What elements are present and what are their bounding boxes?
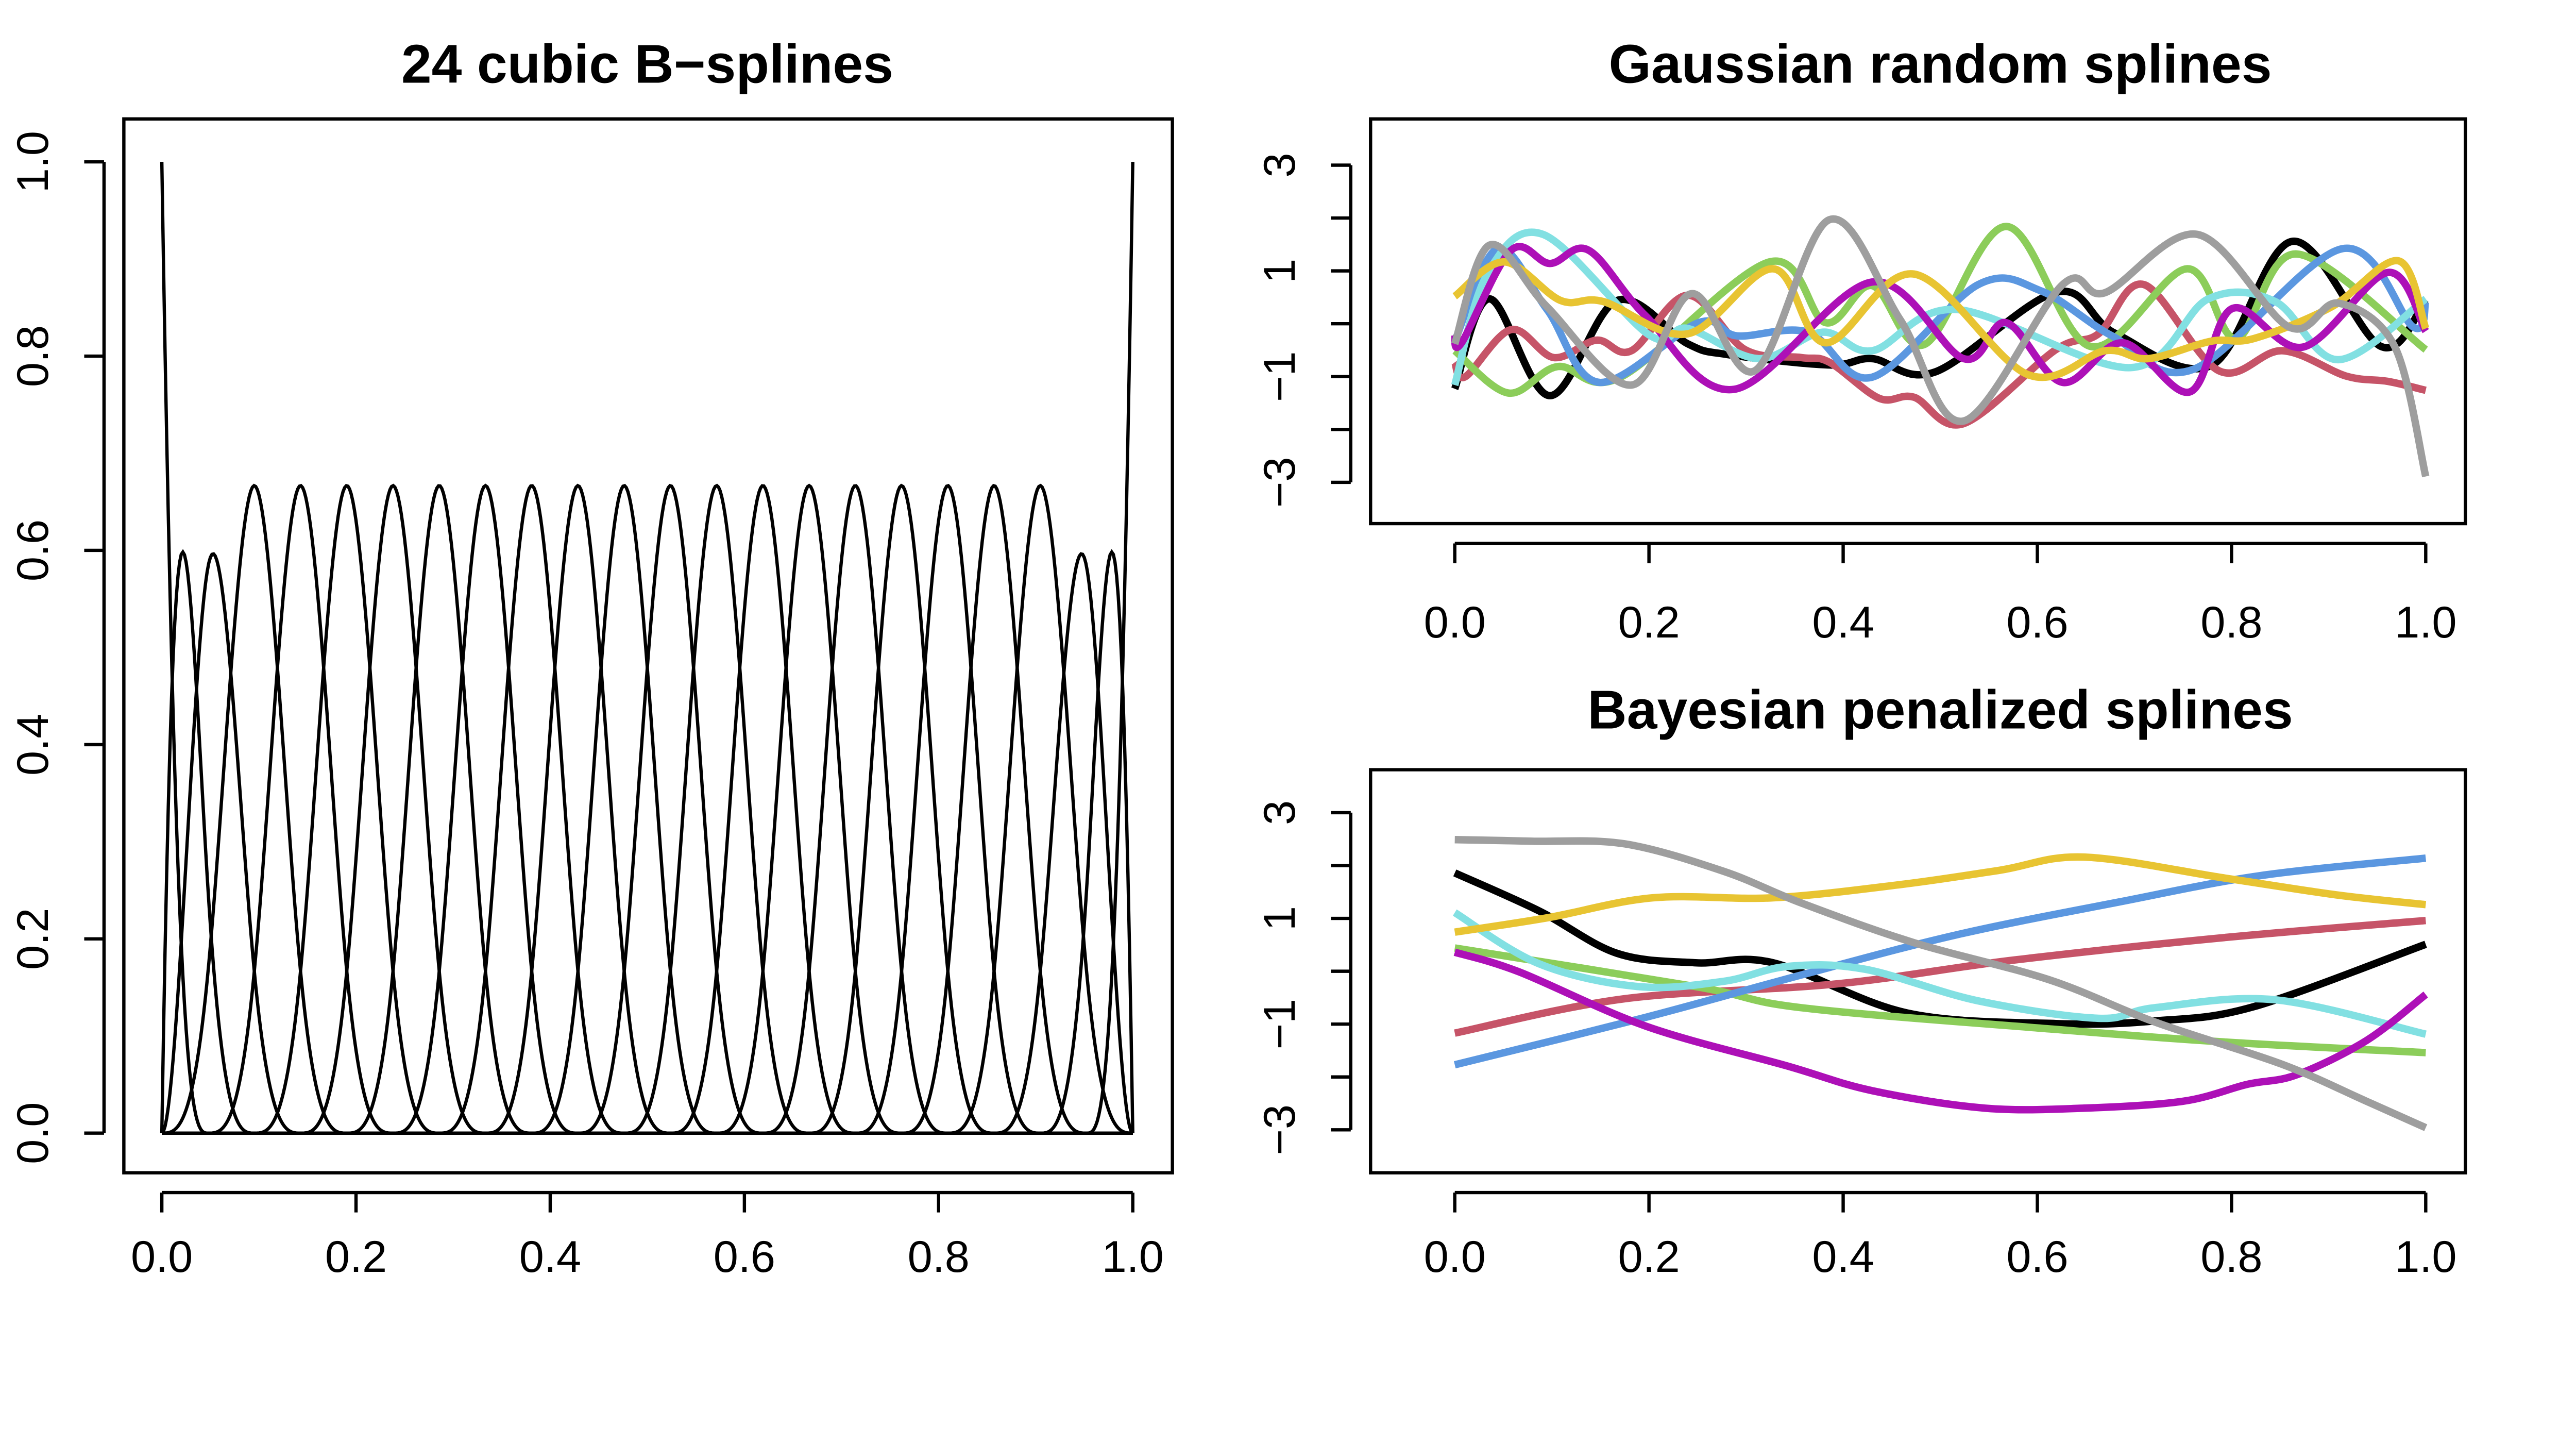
y-tick-label: 3 xyxy=(1255,153,1304,177)
y-tick-label: 0.0 xyxy=(8,1102,58,1164)
bspline-basis-curve xyxy=(162,162,1134,1135)
spline-curve-cyan xyxy=(1451,228,2428,387)
x-tick-label: 1.0 xyxy=(1102,1232,1164,1282)
gaussian-title: Gaussian random splines xyxy=(1609,33,2272,94)
x-tick-label: 0.2 xyxy=(325,1232,387,1282)
spline-curve-magenta xyxy=(1451,243,2429,396)
y-tick-label: 0.6 xyxy=(8,519,58,581)
spline-curve-cyan xyxy=(1452,909,2427,1038)
bayesian-plot-frame xyxy=(1369,768,2467,1174)
bspline-basis-curve xyxy=(160,549,1133,1135)
x-tick-label: 0.0 xyxy=(1424,598,1486,647)
y-tick-label: 3 xyxy=(1255,800,1304,825)
bspline-panel: 24 cubic B−splines 0.0 0.2 0.4 0.6 0.8 1.0 0.0… xyxy=(8,33,1174,1282)
spline-curve-green xyxy=(1454,944,2426,1056)
x-tick-label: 0.4 xyxy=(1812,1232,1874,1282)
y-tick-label: 0.2 xyxy=(8,908,58,970)
spline-curve-blue xyxy=(1453,854,2427,1069)
y-tick-label: −1 xyxy=(1255,999,1304,1050)
bspline-title: 24 cubic B−splines xyxy=(401,33,893,94)
spline-curve-red xyxy=(1451,280,2427,429)
gaussian-plot-frame xyxy=(1369,117,2467,526)
spline-curve-black xyxy=(1453,869,2427,1028)
x-tick-label: 1.0 xyxy=(2395,598,2456,647)
x-tick-label: 0.2 xyxy=(1618,1232,1680,1282)
bayesian-title: Bayesian penalized splines xyxy=(1587,679,2293,740)
x-tick-label: 0.8 xyxy=(908,1232,970,1282)
x-tick-label: 0.6 xyxy=(714,1232,775,1282)
y-tick-label: −3 xyxy=(1255,1104,1304,1155)
x-tick-label: 0.6 xyxy=(2006,598,2068,647)
y-tick-label: −1 xyxy=(1255,351,1304,402)
x-tick-label: 0.6 xyxy=(2006,1232,2068,1282)
spline-curve-red xyxy=(1454,916,2426,1037)
x-tick-label: 0.4 xyxy=(519,1232,581,1282)
bspline-basis-curve xyxy=(162,549,1134,1135)
spline-curve-yellow xyxy=(1454,853,2427,936)
x-tick-label: 0.8 xyxy=(2200,1232,2262,1282)
bspline-basis-curve xyxy=(162,552,1134,1135)
bayesian-panel: Bayesian penalized splines 0.0 0.2 0.4 0.6 0… xyxy=(1255,679,2467,1282)
spline-curve-blue xyxy=(1451,244,2430,387)
y-tick-label: −3 xyxy=(1255,457,1304,508)
y-tick-label: 1 xyxy=(1255,906,1304,931)
y-tick-label: 0.4 xyxy=(8,714,58,776)
x-tick-label: 0.8 xyxy=(2200,598,2262,647)
spline-curve-gray xyxy=(1451,215,2430,478)
x-tick-label: 0.0 xyxy=(131,1232,193,1282)
gaussian-panel: Gaussian random splines 0.0 0.2 0.4 0.6 0.8 1… xyxy=(1255,33,2467,647)
figure: 24 cubic B−splines 0.0 0.2 0.4 0.6 0.8 1.0 0.0… xyxy=(8,33,2467,1282)
spline-curve-gray xyxy=(1454,836,2428,1131)
y-tick-label: 1 xyxy=(1255,259,1304,283)
x-tick-label: 0.4 xyxy=(1812,598,1874,647)
bspline-plot-frame xyxy=(122,117,1174,1174)
x-tick-label: 0.2 xyxy=(1618,598,1680,647)
y-tick-label: 1.0 xyxy=(8,131,58,193)
x-tick-label: 1.0 xyxy=(2395,1232,2456,1282)
x-tick-label: 0.0 xyxy=(1424,1232,1486,1282)
spline-curve-magenta xyxy=(1453,948,2428,1114)
y-tick-label: 0.8 xyxy=(8,325,58,387)
bspline-basis-curve xyxy=(160,552,1133,1135)
